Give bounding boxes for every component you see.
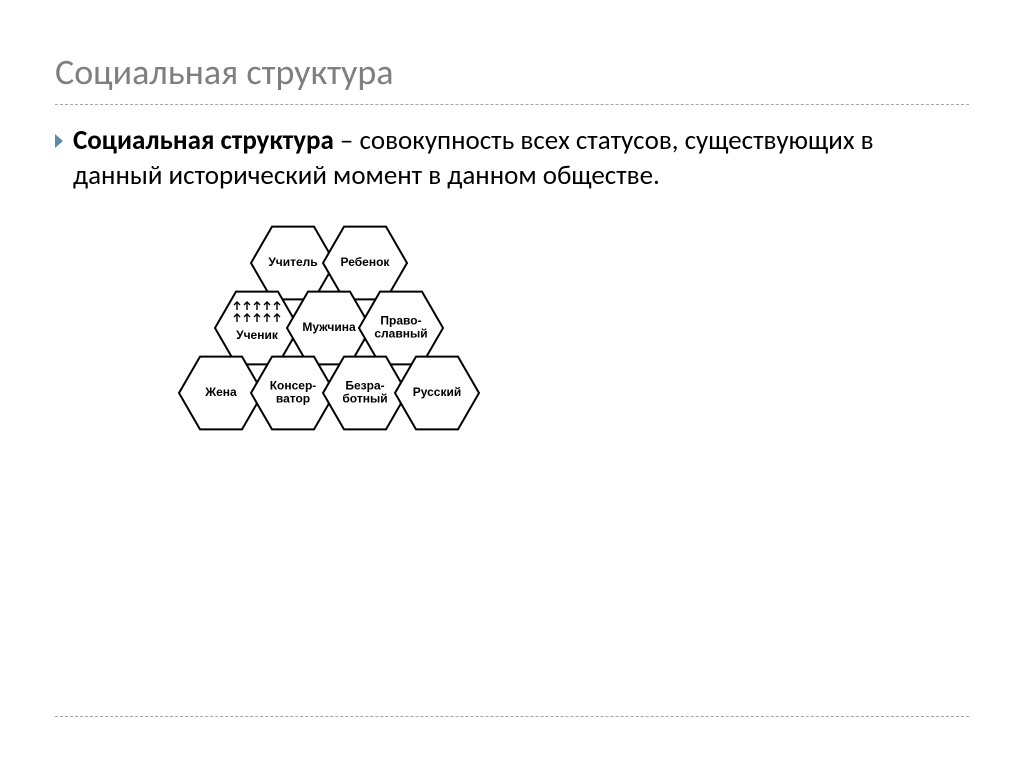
hex-label-bezrab-0: Безра- [345, 379, 384, 393]
hex-label-zhena-0: Жена [204, 385, 237, 399]
hex-label-konserv-1: ватор [276, 392, 310, 406]
hex-label-bezrab-1: ботный [342, 392, 387, 406]
body-text: Социальная структура – совокупность всех… [73, 123, 969, 193]
hex-label-pravo-0: Право- [380, 314, 421, 328]
bottom-divider [55, 716, 969, 717]
hex-rebenok: Ребенок [323, 227, 407, 300]
hex-diagram: УчительРебенокУченикМужчинаПраво-славный… [115, 207, 969, 502]
hex-label-uchenik-0: Ученик [236, 328, 279, 342]
hex-svg: УчительРебенокУченикМужчинаПраво-славный… [115, 207, 545, 497]
hex-label-pravo-1: славный [374, 327, 427, 341]
hex-pravo: Право-славный [359, 292, 443, 365]
slide: Социальная структура Социальная структур… [0, 0, 1024, 767]
slide-title: Социальная структура [55, 50, 969, 94]
hex-label-uchitel-0: Учитель [268, 255, 317, 269]
body-bold: Социальная структура [73, 124, 334, 157]
hex-label-russkiy-0: Русский [413, 385, 462, 399]
body-row: Социальная структура – совокупность всех… [55, 123, 969, 193]
hex-russkiy: Русский [395, 357, 479, 430]
hex-label-rebenok-0: Ребенок [341, 255, 391, 269]
hex-label-muzhchina-0: Мужчина [302, 320, 356, 334]
title-divider [55, 104, 969, 105]
hex-label-konserv-0: Консер- [270, 379, 317, 393]
bullet-icon [55, 134, 63, 148]
